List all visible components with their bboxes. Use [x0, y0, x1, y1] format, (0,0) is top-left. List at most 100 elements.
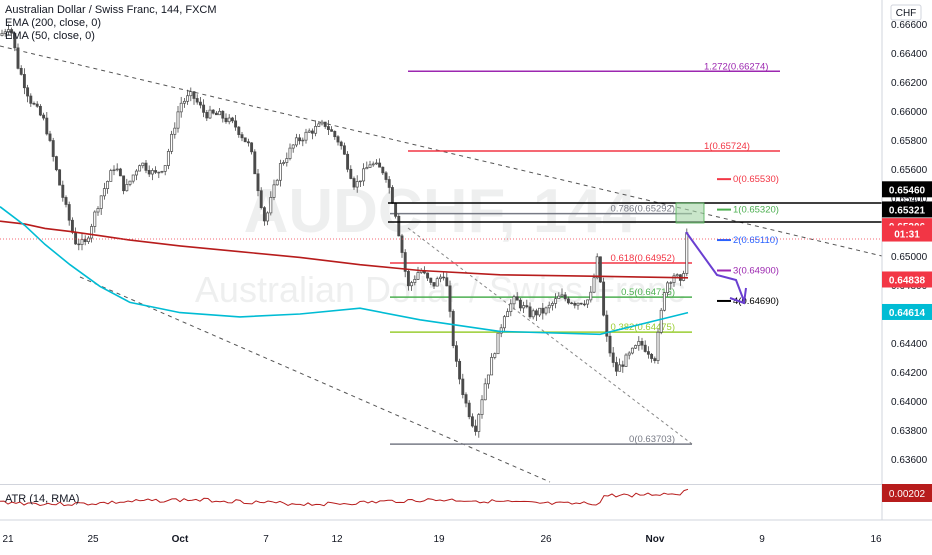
candle-body [320, 121, 324, 125]
price-tick-label: 0.63800 [891, 426, 928, 437]
candle-body [365, 167, 369, 170]
candle-body [637, 341, 641, 346]
candle-body [35, 103, 39, 107]
candle-body [454, 345, 458, 362]
candle-body [362, 168, 366, 182]
time-tick-label: 12 [331, 534, 343, 545]
candle-body [374, 162, 378, 165]
candle-body [480, 399, 484, 415]
candle-body [230, 117, 234, 122]
candle-body [237, 126, 241, 135]
candle-body [403, 252, 407, 272]
candle-body [22, 74, 26, 89]
ema-200-legend[interactable]: EMA (200, close, 0) [5, 17, 101, 29]
candle-body [650, 353, 654, 359]
candle-body [502, 316, 506, 329]
fib-level-label: 1.272(0.66274) [704, 61, 768, 72]
candle-body [426, 272, 430, 279]
candle-body [134, 170, 138, 176]
fib-extension-label: 2(0.65110) [733, 235, 778, 246]
candle-body [176, 111, 180, 129]
candle-body [576, 302, 580, 306]
candle-body [208, 109, 212, 119]
chart-legend: Australian Dollar / Swiss Franc, 144, FX… [5, 4, 217, 43]
candle-body [432, 282, 436, 287]
candle-body [250, 142, 254, 153]
candle-body [298, 137, 302, 142]
candle-body [506, 311, 510, 318]
candle-body [602, 281, 606, 316]
candle-body [445, 277, 449, 287]
candle-body [467, 402, 471, 418]
candle-body [486, 374, 490, 385]
candle-body [285, 158, 289, 163]
candle-body [416, 272, 420, 280]
price-tick-label: 0.65800 [891, 136, 928, 147]
candle-body [662, 292, 666, 311]
candle-body [547, 304, 551, 309]
price-badge-label: 01:31 [894, 230, 920, 241]
fib-extension-label: 4(0.64690) [733, 296, 779, 307]
price-badge-label: 0.65321 [889, 205, 926, 216]
candle-body [77, 243, 81, 246]
candle-body [333, 130, 337, 138]
currency-badge[interactable] [890, 4, 922, 21]
symbol-legend[interactable]: Australian Dollar / Swiss Franc, 144, FX… [5, 4, 217, 16]
candle-body [627, 352, 631, 356]
candle-body [352, 178, 356, 188]
pane-separator [0, 484, 882, 485]
candle-body [138, 165, 142, 172]
candle-body [307, 130, 311, 133]
candle-body [400, 235, 404, 253]
candle-body [496, 332, 500, 355]
candle-body [83, 239, 87, 242]
candle-body [186, 95, 190, 102]
candle-body [387, 179, 391, 188]
candle-body [48, 133, 52, 141]
candle-body [330, 129, 334, 132]
candle-body [490, 357, 494, 376]
candle-body [522, 305, 526, 309]
trend-lines[interactable] [0, 45, 883, 483]
price-tick-label: 0.66400 [891, 49, 928, 60]
candle-body [67, 204, 71, 221]
candle-body [621, 364, 625, 367]
time-tick-label: 16 [870, 534, 882, 545]
candle-body [550, 303, 554, 306]
candle-body [198, 101, 202, 106]
fibonacci-extension[interactable]: 0(0.65530) 1(0.65320) 2(0.65110) 3(0.64900)… [717, 174, 779, 307]
watermark-ticker: AUDCHF, 144 [244, 177, 637, 246]
projection-arrow[interactable] [685, 231, 747, 305]
candle-body [586, 299, 590, 305]
candle-body [90, 226, 94, 239]
candle-body [304, 131, 308, 141]
candle-body [464, 394, 468, 404]
candle-body [605, 314, 609, 337]
candlestick-series[interactable] [0, 23, 689, 438]
candle-body [294, 137, 298, 146]
candle-body [115, 168, 119, 171]
target-zone-box[interactable] [675, 202, 705, 224]
candle-body [195, 98, 199, 103]
candle-body [317, 123, 321, 127]
candle-body [358, 180, 362, 183]
candle-body [493, 353, 497, 358]
price-badge [882, 303, 932, 320]
ema-50-legend[interactable]: EMA (50, close, 0) [5, 30, 95, 42]
candle-body [611, 352, 615, 363]
candle-body [227, 117, 231, 123]
candle-body [246, 141, 250, 144]
fib-extension-label: 1(0.65320) [733, 205, 779, 216]
fibonacci-retracement[interactable]: 0(0.63703) 0.382(0.64475) 0.5(0.64716) 0.61… [390, 0, 780, 445]
candle-body [582, 303, 586, 306]
candle-body [474, 425, 478, 432]
candle-body [128, 180, 132, 185]
candle-body [282, 162, 286, 164]
time-tick-label: 25 [87, 534, 99, 545]
price-badge [882, 201, 932, 218]
candle-body [394, 203, 398, 217]
candle-body [560, 294, 564, 297]
candle-body [666, 282, 670, 293]
